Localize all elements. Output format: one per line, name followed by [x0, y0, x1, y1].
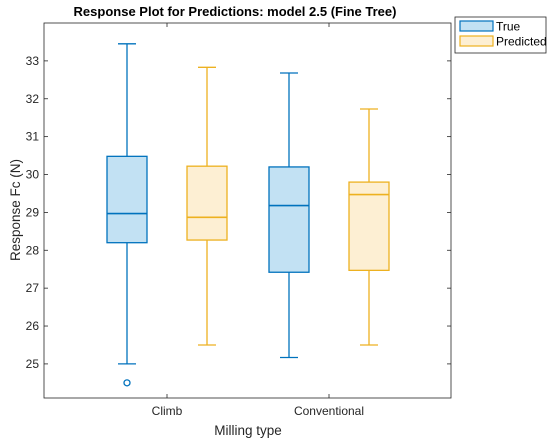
x-axis-label: Milling type — [214, 423, 282, 438]
x-tick-label: Climb — [152, 404, 183, 418]
y-tick-label: 29 — [26, 205, 40, 219]
y-tick-label: 26 — [26, 319, 40, 333]
box-predicted-conventional — [348, 108, 390, 346]
legend-swatch-true — [459, 20, 494, 32]
y-axis: 25 26 27 28 29 30 31 32 33 — [26, 54, 451, 371]
box-true-climb — [106, 43, 148, 387]
iqr-box — [268, 166, 310, 273]
y-tick-label: 25 — [26, 357, 40, 371]
chart-title: Response Plot for Predictions: model 2.5… — [74, 4, 397, 19]
legend-swatch-predicted — [459, 35, 494, 47]
legend-label-true: True — [496, 20, 521, 34]
iqr-box — [348, 181, 390, 271]
legend-label-predicted: Predicted — [496, 35, 547, 49]
outlier-point — [123, 379, 131, 387]
y-tick-label: 30 — [26, 168, 40, 182]
y-tick-label: 32 — [26, 92, 40, 106]
y-tick-label: 28 — [26, 243, 40, 257]
x-axis: Climb Conventional — [152, 23, 364, 418]
box-true-conventional — [268, 72, 310, 359]
box-series — [106, 43, 390, 387]
plot-area — [43, 22, 452, 399]
iqr-box — [186, 165, 228, 241]
y-tick-label: 31 — [26, 130, 40, 144]
y-tick-label: 33 — [26, 54, 40, 68]
x-tick-label: Conventional — [294, 404, 364, 418]
box-predicted-climb — [186, 66, 228, 346]
plot-frame — [43, 22, 452, 399]
iqr-box — [106, 155, 148, 244]
y-axis-label: Response Fc (N) — [8, 159, 23, 261]
y-tick-label: 27 — [26, 281, 40, 295]
